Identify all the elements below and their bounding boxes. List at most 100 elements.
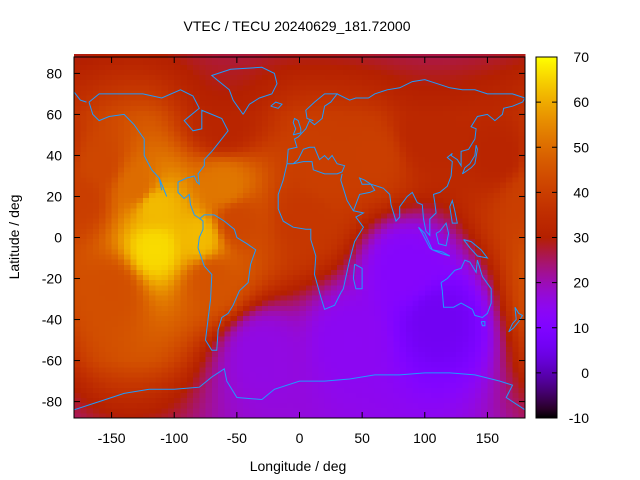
heatmap-cell bbox=[324, 284, 332, 291]
heatmap-cell bbox=[487, 325, 495, 332]
heatmap-cell bbox=[117, 289, 125, 296]
heatmap-cell bbox=[224, 182, 232, 188]
heatmap-cell bbox=[380, 253, 388, 260]
heatmap-cell bbox=[230, 351, 238, 358]
heatmap-cell bbox=[193, 289, 200, 296]
heatmap-cell bbox=[280, 310, 288, 317]
heatmap-cell bbox=[499, 259, 507, 265]
heatmap-cell bbox=[318, 197, 326, 204]
heatmap-cell bbox=[374, 279, 382, 286]
heatmap-cell bbox=[493, 207, 501, 214]
heatmap-cell bbox=[149, 69, 157, 76]
heatmap-cell bbox=[374, 212, 382, 219]
heatmap-cell bbox=[142, 305, 150, 311]
heatmap-cell bbox=[412, 151, 420, 158]
heatmap-cell bbox=[117, 310, 125, 317]
heatmap-cell bbox=[330, 100, 338, 106]
heatmap-cell bbox=[418, 130, 426, 137]
heatmap-cell bbox=[343, 105, 351, 111]
heatmap-cell bbox=[374, 84, 382, 91]
heatmap-cell bbox=[506, 346, 514, 352]
heatmap-cell bbox=[117, 84, 125, 91]
heatmap-cell bbox=[506, 84, 514, 91]
heatmap-cell bbox=[493, 274, 501, 281]
heatmap-cell bbox=[261, 176, 269, 183]
heatmap-cell bbox=[380, 274, 388, 281]
heatmap-cell bbox=[74, 402, 81, 409]
heatmap-cell bbox=[74, 274, 81, 281]
heatmap-cell bbox=[161, 207, 169, 214]
heatmap-cell bbox=[130, 310, 138, 317]
heatmap-cell bbox=[205, 253, 213, 260]
heatmap-cell bbox=[111, 305, 119, 311]
heatmap-cell bbox=[211, 146, 219, 152]
heatmap-cell bbox=[299, 371, 307, 378]
heatmap-cell bbox=[431, 110, 438, 117]
heatmap-cell bbox=[142, 202, 150, 209]
heatmap-cell bbox=[211, 412, 219, 419]
heatmap-cell bbox=[318, 151, 326, 158]
heatmap-cell bbox=[124, 392, 131, 399]
heatmap-cell bbox=[499, 294, 507, 301]
heatmap-cell bbox=[299, 94, 307, 101]
heatmap-cell bbox=[437, 105, 445, 111]
heatmap-cell bbox=[230, 402, 238, 409]
heatmap-cell bbox=[499, 161, 507, 168]
heatmap-cell bbox=[243, 84, 250, 91]
heatmap-cell bbox=[324, 243, 332, 250]
heatmap-cell bbox=[105, 110, 113, 117]
heatmap-cell bbox=[243, 284, 250, 291]
heatmap-cell bbox=[261, 325, 269, 332]
heatmap-cell bbox=[387, 202, 395, 209]
heatmap-cell bbox=[111, 356, 119, 363]
heatmap-cell bbox=[199, 176, 207, 183]
heatmap-cell bbox=[393, 341, 401, 347]
heatmap-cell bbox=[117, 120, 125, 127]
heatmap-cell bbox=[418, 223, 426, 229]
heatmap-cell bbox=[493, 89, 501, 96]
heatmap-cell bbox=[274, 228, 282, 234]
heatmap-cell bbox=[299, 223, 307, 229]
heatmap-cell bbox=[155, 207, 163, 214]
heatmap-cell bbox=[86, 228, 94, 234]
heatmap-cell bbox=[149, 279, 157, 286]
heatmap-cell bbox=[105, 366, 113, 373]
heatmap-cell bbox=[86, 59, 94, 65]
heatmap-cell bbox=[155, 351, 163, 358]
heatmap-cell bbox=[449, 141, 457, 147]
heatmap-cell bbox=[437, 402, 445, 409]
heatmap-cell bbox=[349, 346, 357, 352]
heatmap-cell bbox=[456, 305, 463, 311]
heatmap-cell bbox=[86, 356, 94, 363]
heatmap-cell bbox=[161, 94, 169, 101]
heatmap-cell bbox=[199, 89, 207, 96]
heatmap-cell bbox=[74, 89, 81, 96]
heatmap-cell bbox=[149, 366, 157, 373]
heatmap-cell bbox=[193, 130, 200, 137]
heatmap-cell bbox=[305, 146, 313, 152]
heatmap-cell bbox=[249, 387, 257, 393]
heatmap-cell bbox=[418, 146, 426, 152]
heatmap-cell bbox=[268, 166, 276, 173]
heatmap-cell bbox=[205, 341, 213, 347]
heatmap-cell bbox=[111, 151, 119, 158]
heatmap-cell bbox=[274, 110, 282, 117]
heatmap-cell bbox=[180, 330, 188, 337]
heatmap-cell bbox=[481, 289, 489, 296]
heatmap-cell bbox=[387, 284, 395, 291]
heatmap-cell bbox=[155, 218, 163, 224]
heatmap-cell bbox=[362, 341, 369, 347]
heatmap-cell bbox=[167, 325, 175, 332]
heatmap-cell bbox=[255, 187, 263, 193]
heatmap-cell bbox=[80, 397, 88, 404]
heatmap-cell bbox=[412, 294, 420, 301]
heatmap-cell bbox=[474, 371, 482, 378]
heatmap-cell bbox=[387, 105, 395, 111]
heatmap-cell bbox=[312, 197, 319, 204]
heatmap-cell bbox=[487, 207, 495, 214]
heatmap-cell bbox=[343, 182, 351, 188]
heatmap-cell bbox=[142, 279, 150, 286]
heatmap-cell bbox=[174, 135, 182, 142]
heatmap-cell bbox=[312, 100, 319, 106]
heatmap-cell bbox=[186, 79, 194, 86]
